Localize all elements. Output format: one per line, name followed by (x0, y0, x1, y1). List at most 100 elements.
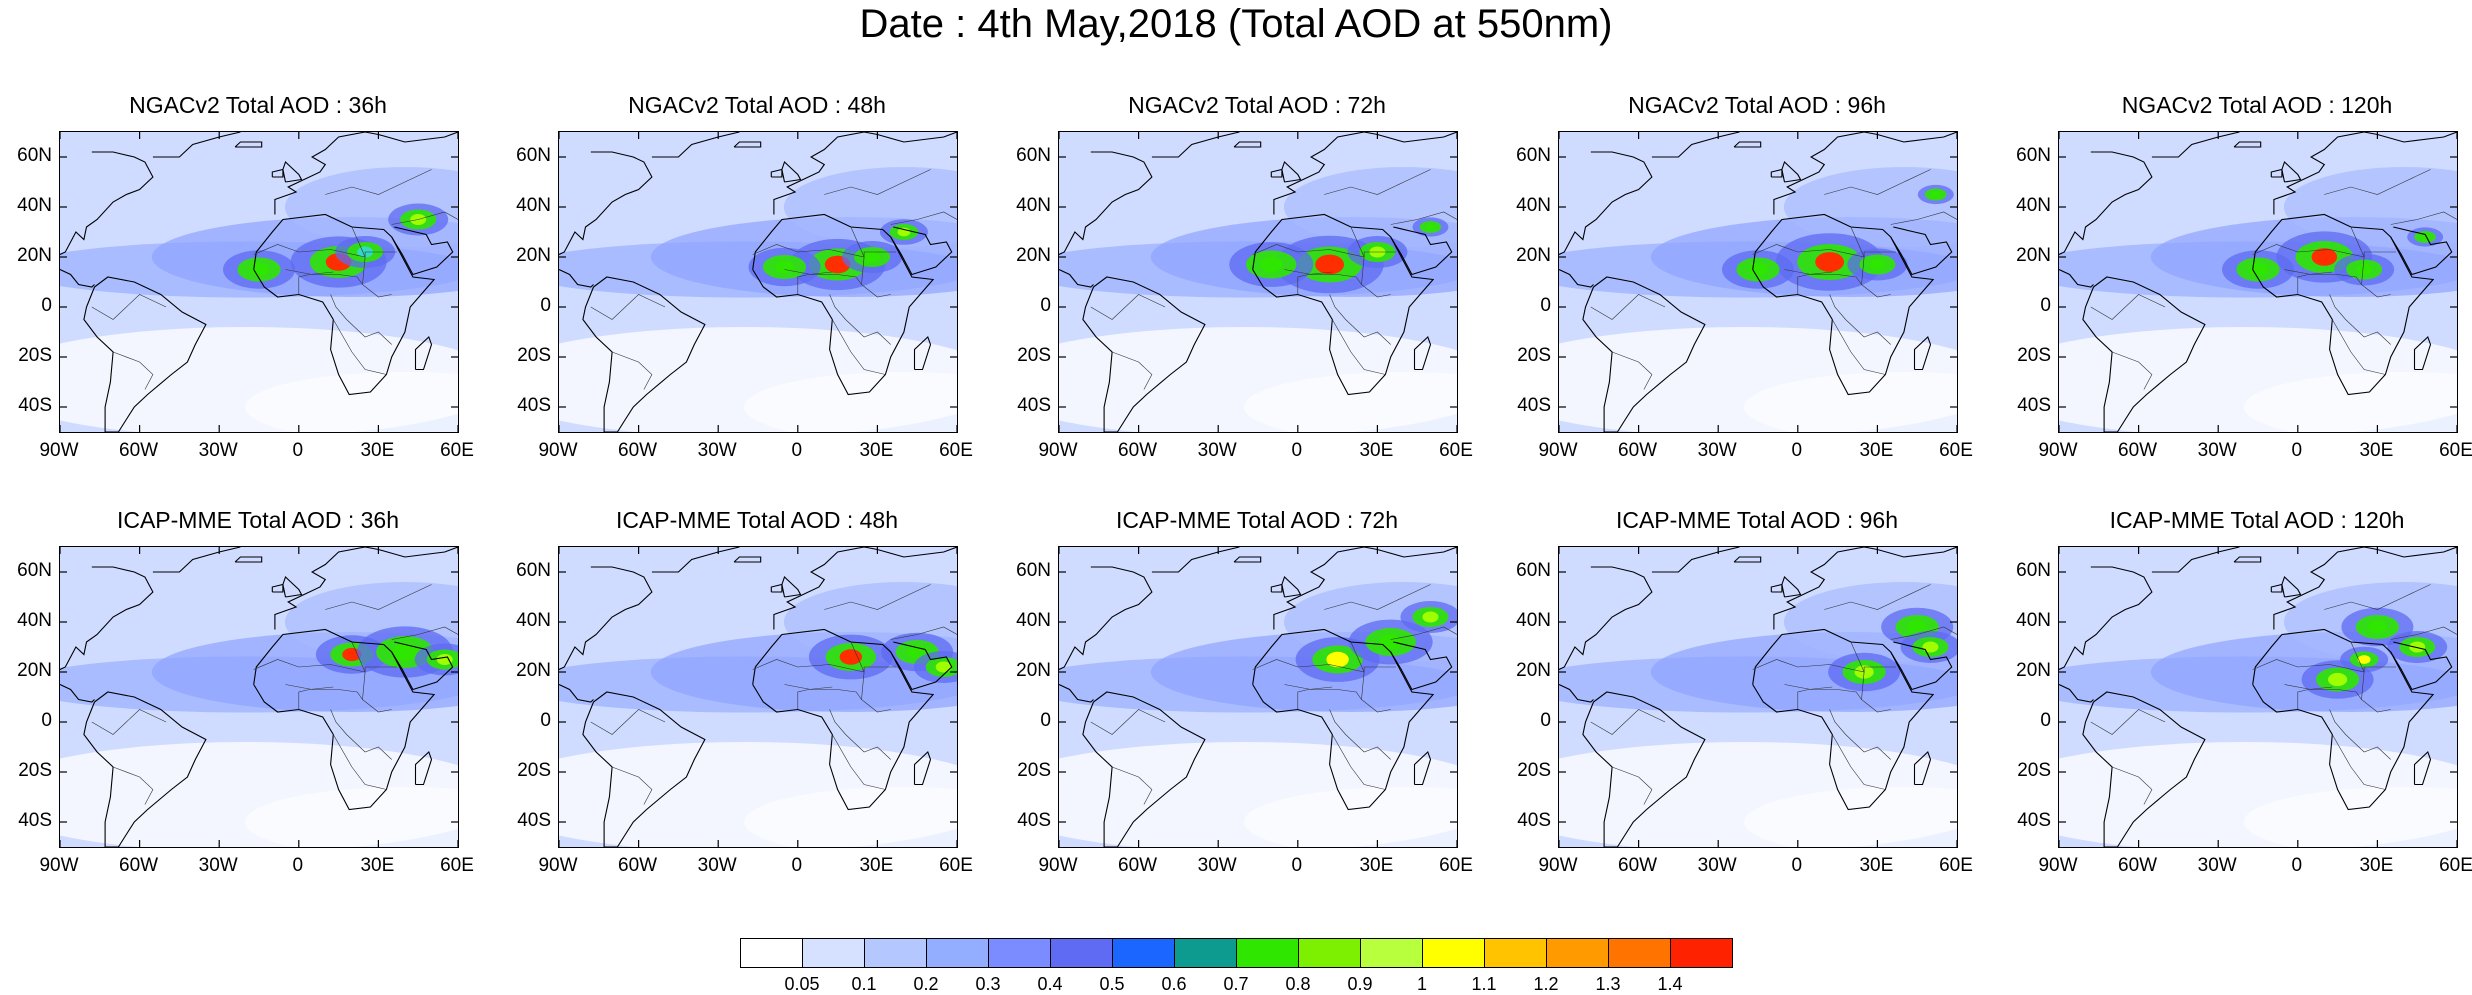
lat-tick-label: 40N (2016, 195, 2051, 216)
aod-map-svg (559, 547, 957, 847)
lat-tick-label: 20S (517, 345, 551, 366)
low-aod-region (244, 372, 458, 432)
country-border (2332, 734, 2386, 790)
coastline (282, 576, 303, 598)
lon-tick-label: 30E (1359, 440, 1394, 461)
coastline (2390, 226, 2453, 276)
country-border (1797, 686, 1833, 710)
country-border (1390, 626, 1457, 640)
lat-tick-label: 40S (18, 395, 52, 416)
coastline (1752, 213, 1935, 396)
country-border (2252, 244, 2396, 258)
country-border (1390, 211, 1457, 225)
country-border (1752, 659, 1896, 673)
lat-tick-label: 20S (2017, 345, 2051, 366)
country-border (325, 584, 432, 610)
colorbar-swatch (1298, 938, 1361, 968)
coastline (1252, 213, 1435, 396)
coastline (152, 547, 241, 573)
country-border (2350, 641, 2391, 713)
country-border (1324, 169, 1431, 195)
aod-map-panel (59, 546, 459, 848)
aod-hotspot-core (2409, 641, 2426, 653)
lat-tick-label: 20N (2016, 660, 2051, 681)
coastline (752, 213, 935, 396)
country-border (1297, 271, 1333, 295)
country-border (1590, 709, 1666, 735)
coastline (2281, 576, 2302, 598)
lat-tick-label: 20N (516, 660, 551, 681)
lat-tick-label: 40S (517, 810, 551, 831)
lon-tick-label: 60W (1618, 855, 1658, 876)
country-border (2297, 271, 2333, 295)
aod-hotspot-core (1422, 611, 1439, 623)
coastline (1559, 151, 1653, 255)
lon-tick-label: 30W (198, 440, 238, 461)
coastline (414, 336, 433, 371)
colorbar-label: 0.4 (1037, 974, 1063, 994)
coastline (733, 556, 762, 563)
country-border (611, 766, 653, 805)
lat-tick-label: 40N (2016, 610, 2051, 631)
lon-tick-label: 60W (1118, 440, 1158, 461)
country-border (330, 294, 392, 345)
country-border (2390, 626, 2457, 640)
coastline (1773, 132, 1957, 215)
lat-tick-label: 20S (1017, 760, 1051, 781)
lat-tick-label: 0 (1540, 710, 1551, 731)
colorbar-label: 0.05 (784, 974, 820, 994)
coastline (1082, 691, 1206, 847)
coastline (1281, 161, 1302, 183)
lat-tick-label: 20N (17, 245, 52, 266)
country-border (1824, 169, 1931, 195)
lat-tick-label: 20N (1516, 660, 1551, 681)
aod-hotspot-core (1379, 634, 1402, 650)
lon-tick-label: 60E (1439, 855, 1473, 876)
lon-tick-label: 0 (791, 855, 803, 876)
panel-title: NGACv2 Total AOD : 48h (628, 92, 886, 118)
country-border (784, 684, 862, 700)
country-border (1850, 226, 1891, 298)
country-border (253, 244, 397, 258)
lon-tick-label: 0 (1291, 440, 1303, 461)
lon-tick-label: 0 (2291, 855, 2303, 876)
country-border (2390, 211, 2457, 225)
lon-tick-label: 60E (1939, 855, 1973, 876)
lon-tick-label: 90W (538, 440, 578, 461)
lat-tick-label: 60N (516, 560, 551, 581)
aod-map-svg (60, 547, 458, 847)
coastline (1651, 132, 1740, 158)
lon-tick-label: 0 (292, 855, 304, 876)
coastline (1770, 583, 1783, 593)
country-border (1832, 734, 1886, 790)
country-border (1850, 641, 1891, 713)
country-border (1252, 659, 1396, 673)
colorbar-swatch (1670, 938, 1733, 968)
country-border (298, 686, 334, 710)
country-border (1611, 766, 1653, 805)
coastline (1651, 547, 1740, 573)
aod-map-panel (1558, 131, 1958, 433)
lat-tick-label: 20S (1017, 345, 1051, 366)
aod-map-svg (559, 132, 957, 432)
country-border (351, 641, 392, 713)
lon-tick-label: 0 (292, 440, 304, 461)
country-border (850, 226, 891, 298)
country-border (391, 211, 458, 225)
coastline (152, 132, 241, 158)
coastline (1559, 269, 1594, 288)
aod-map-panel (1058, 546, 1458, 848)
lat-tick-label: 20S (1517, 345, 1551, 366)
coastline (274, 132, 458, 215)
panel-title: ICAP-MME Total AOD : 48h (615, 507, 899, 533)
country-border (1111, 766, 1153, 805)
aod-map-panel (2058, 546, 2458, 848)
country-border (1332, 319, 1386, 375)
lon-tick-label: 30E (2359, 440, 2394, 461)
colorbar-swatch (1546, 938, 1609, 968)
coastline (651, 547, 740, 573)
aod-map-svg (2059, 132, 2457, 432)
coastline (1582, 691, 1706, 847)
lon-tick-label: 0 (1291, 855, 1303, 876)
coastline (1733, 556, 1762, 563)
